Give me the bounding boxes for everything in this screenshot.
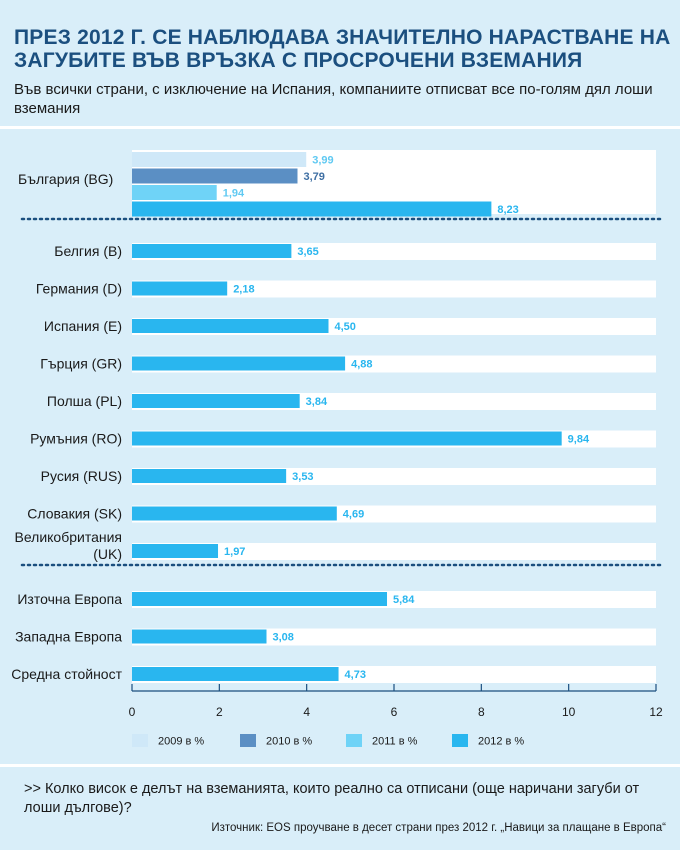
data-label: 4,88 — [351, 359, 372, 371]
top-divider — [0, 126, 680, 129]
category-label: Източна Европа — [17, 591, 122, 607]
legend-label: 2011 в % — [372, 736, 418, 748]
bar — [132, 394, 300, 408]
data-label: 3,79 — [303, 171, 324, 183]
bar — [132, 152, 307, 167]
data-label: 3,84 — [306, 396, 328, 408]
bottom-divider — [0, 764, 680, 767]
chart-track — [132, 280, 656, 298]
bar — [132, 356, 346, 371]
bar — [132, 281, 228, 296]
bar — [132, 431, 562, 446]
category-label-line: (UK) — [93, 546, 122, 562]
category-label: Полша (PL) — [47, 393, 122, 409]
data-label: 4,69 — [343, 509, 364, 521]
category-label: България (BG) — [18, 171, 113, 187]
chart-track — [132, 543, 656, 560]
category-label: Великобритания (UK) — [14, 529, 122, 562]
data-label: 4,50 — [335, 321, 356, 333]
legend-swatch — [346, 734, 362, 747]
footer-question: >> Колко висок е делът на вземанията, ко… — [24, 781, 640, 816]
bar — [132, 319, 329, 333]
data-label: 8,23 — [497, 204, 518, 216]
data-label: 1,97 — [224, 546, 245, 558]
bar — [132, 201, 492, 217]
data-label: 1,94 — [223, 188, 245, 200]
bar — [132, 592, 388, 606]
category-label: Западна Европа — [15, 629, 122, 645]
source-note: Източник: EOS проучване в десет страни п… — [211, 822, 666, 834]
data-label: 4,73 — [345, 669, 366, 681]
x-tick-label: 0 — [129, 705, 136, 719]
data-label: 2,18 — [233, 284, 254, 296]
legend-swatch — [240, 734, 256, 747]
data-label: 3,53 — [292, 471, 313, 483]
category-label: Русия (RUS) — [41, 468, 122, 484]
x-tick-label: 10 — [562, 705, 576, 719]
category-label-line: Великобритания — [14, 529, 122, 545]
data-label: 5,84 — [393, 594, 415, 606]
bar — [132, 469, 287, 483]
data-label: 3,65 — [297, 246, 318, 258]
category-label: Словакия (SK) — [27, 506, 122, 522]
bar-chart: България (BG) 3,99 3,79 1,94 8,23 3,65 Белгия … — [11, 150, 663, 748]
x-tick-label: 8 — [478, 705, 485, 719]
bar — [132, 506, 337, 521]
data-label: 3,08 — [272, 632, 293, 644]
category-label: Белгия (B) — [54, 243, 122, 259]
legend-swatch — [132, 734, 148, 747]
category-label: Испания (E) — [44, 318, 122, 334]
bar — [132, 244, 292, 258]
chart-title: ПРЕЗ 2012 Г. СЕ НАБЛЮДАВА ЗНАЧИТЕЛНО НАР… — [14, 26, 671, 72]
x-tick-label: 6 — [391, 705, 398, 719]
legend-label: 2010 в % — [266, 736, 312, 748]
bar — [132, 185, 217, 200]
legend-label: 2009 в % — [158, 736, 204, 748]
bar — [132, 629, 267, 644]
data-label: 9,84 — [568, 434, 590, 446]
category-label: Средна стойност — [11, 666, 122, 682]
chart-subtitle: Във всички страни, с изключение на Испан… — [14, 81, 653, 117]
data-label: 3,99 — [312, 155, 333, 167]
x-tick-label: 2 — [216, 705, 223, 719]
category-label: Гърция (GR) — [40, 356, 122, 372]
x-tick-label: 12 — [649, 705, 663, 719]
legend-label: 2012 в % — [478, 736, 524, 748]
legend-swatch — [452, 734, 468, 747]
bar — [132, 667, 339, 681]
bar — [132, 544, 219, 558]
category-label: Румъния (RO) — [30, 431, 122, 447]
bar — [132, 168, 298, 184]
x-tick-label: 4 — [303, 705, 310, 719]
category-label: Германия (D) — [36, 281, 122, 297]
